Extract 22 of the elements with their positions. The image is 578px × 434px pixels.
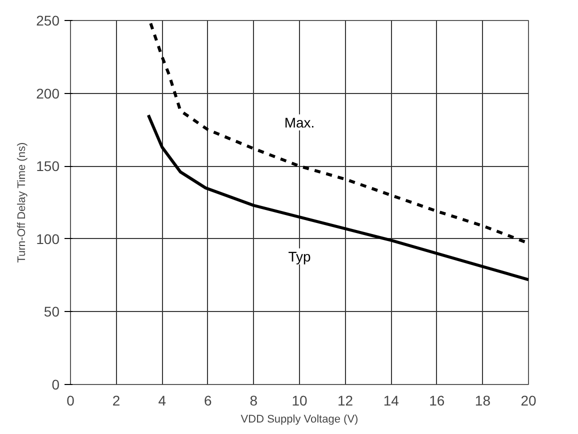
- x-tick-label: 6: [204, 392, 212, 408]
- x-tick-label: 4: [158, 392, 166, 408]
- x-tick-label: 20: [520, 392, 536, 408]
- y-tick-label: 100: [36, 230, 60, 247]
- x-tick-label: 12: [338, 392, 354, 408]
- y-tick-label: 250: [36, 12, 60, 28]
- x-tick-label: 14: [383, 392, 400, 408]
- series-label: Typ: [288, 248, 311, 264]
- x-axis-title: VDD Supply Voltage (V): [240, 414, 358, 426]
- y-tick-label: 200: [36, 85, 60, 102]
- x-tick-label: 2: [112, 392, 120, 408]
- y-tick-label: 50: [44, 304, 60, 320]
- y-tick-label: 0: [52, 376, 60, 392]
- line-series: [146, 114, 528, 282]
- series-label: Max.: [284, 114, 315, 130]
- x-tick-label: 16: [429, 392, 445, 408]
- x-tick-label: 10: [292, 392, 308, 408]
- x-tick-label: 8: [250, 392, 258, 408]
- y-axis-title: Turn-Off Delay Time (ns): [16, 142, 28, 263]
- x-tick-label: 0: [66, 392, 75, 408]
- x-tick-label: 18: [474, 392, 491, 408]
- y-tick-label: 150: [36, 158, 60, 174]
